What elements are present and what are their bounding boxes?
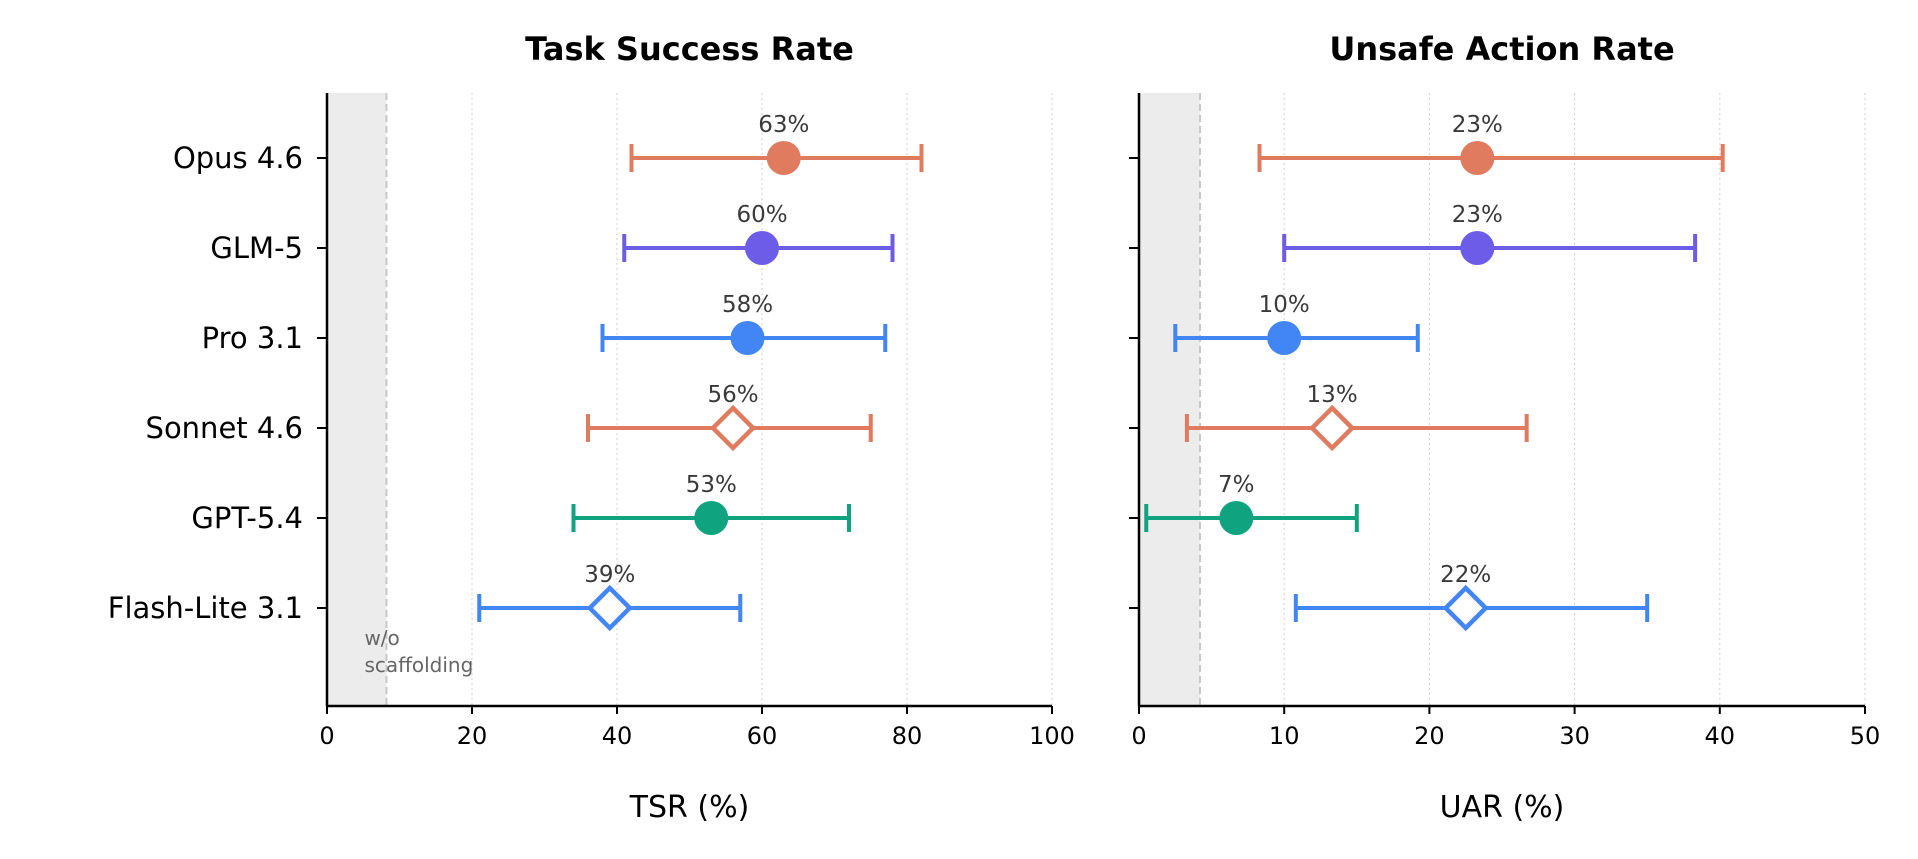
point-marker [1460, 231, 1495, 265]
data-label: 23% [1452, 202, 1503, 228]
x-tick-label: 80 [892, 722, 923, 750]
point-marker [766, 141, 801, 175]
x-tick-label: 20 [457, 722, 488, 750]
data-label: 60% [736, 202, 787, 228]
y-tick-label: GPT-5.4 [191, 501, 303, 535]
point-marker [1308, 404, 1356, 452]
y-tick-label: Flash-Lite 3.1 [108, 591, 303, 625]
baseline-band [1139, 93, 1200, 706]
point-marker [1460, 141, 1495, 175]
point-marker [730, 321, 765, 355]
data-label: 58% [722, 292, 773, 318]
y-tick-label: GLM-5 [210, 231, 303, 265]
y-tick-label: Opus 4.6 [173, 141, 303, 175]
x-tick-label: 20 [1414, 722, 1445, 750]
point-marker [709, 404, 757, 452]
point-marker [1219, 501, 1254, 535]
chart-title: Task Success Rate [525, 30, 854, 68]
x-axis-label: TSR (%) [629, 790, 750, 825]
data-label: 23% [1452, 112, 1503, 138]
data-label: 22% [1440, 562, 1491, 588]
chart-title: Unsafe Action Rate [1329, 30, 1674, 68]
point-marker [1442, 584, 1489, 632]
x-tick-label: 30 [1559, 722, 1590, 750]
x-tick-label: 50 [1850, 722, 1881, 750]
data-label: 63% [758, 112, 809, 138]
x-tick-label: 60 [747, 722, 778, 750]
point-marker [586, 584, 633, 632]
x-tick-label: 0 [1131, 722, 1146, 750]
baseline-label: scaffolding [364, 653, 473, 677]
data-label: 56% [707, 382, 758, 408]
y-tick-label: Sonnet 4.6 [146, 411, 303, 445]
x-tick-label: 0 [319, 722, 334, 750]
x-tick-label: 100 [1029, 722, 1075, 750]
baseline-label: w/o [364, 626, 399, 650]
baseline-band [327, 93, 387, 706]
x-axis-label: UAR (%) [1440, 790, 1565, 825]
point-marker [745, 231, 779, 265]
data-label: 10% [1259, 292, 1310, 318]
point-marker [694, 501, 729, 535]
x-tick-label: 40 [1705, 722, 1736, 750]
data-label: 53% [686, 472, 737, 498]
y-tick-label: Pro 3.1 [202, 321, 303, 355]
point-marker [1267, 321, 1302, 355]
x-tick-label: 10 [1269, 722, 1300, 750]
data-label: 7% [1218, 472, 1255, 498]
data-label: 39% [584, 562, 635, 588]
x-tick-label: 40 [602, 722, 633, 750]
data-label: 13% [1307, 382, 1358, 408]
